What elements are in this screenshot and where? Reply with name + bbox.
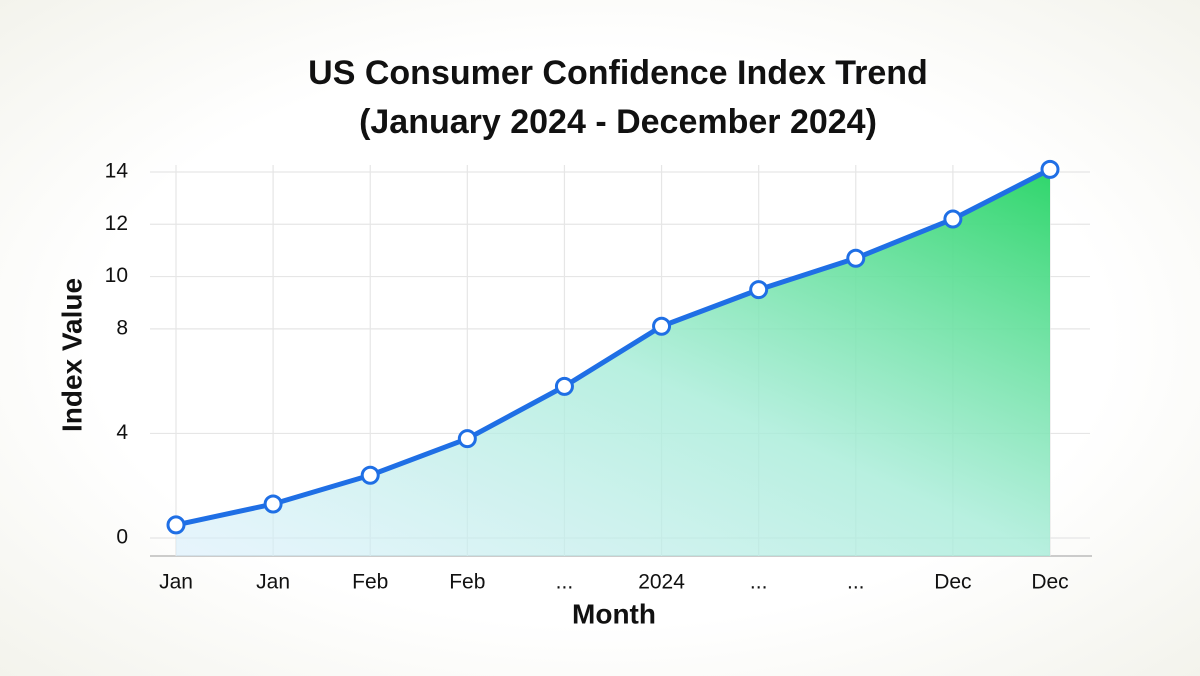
x-tick-label: Feb: [449, 571, 485, 594]
x-tick-label: 2024: [638, 571, 685, 594]
point: [554, 376, 574, 396]
x-tick-label: Jan: [159, 571, 193, 594]
y-tick-label: 8: [116, 316, 128, 339]
y-tick-label: 14: [105, 160, 129, 183]
point: [943, 209, 963, 229]
point: [360, 465, 380, 485]
y-tick-label: 12: [105, 212, 128, 235]
line: [175, 167, 1052, 528]
y-tick-label: 10: [105, 264, 128, 287]
x-tick-label: Feb: [352, 571, 388, 594]
x-tick-label: Dec: [1031, 571, 1068, 594]
point: [652, 316, 672, 336]
chart-title: US Consumer Confidence Index Trend: [308, 54, 928, 92]
point: [846, 248, 866, 268]
point: [1040, 159, 1060, 179]
point: [457, 429, 477, 449]
x-tick-label: ...: [556, 571, 574, 594]
y-tick-label: 4: [116, 421, 128, 444]
x-axis-title: Month: [572, 598, 656, 629]
chart-subtitle: (January 2024 - December 2024): [359, 103, 877, 141]
point: [166, 515, 186, 535]
x-tick-label: Dec: [934, 571, 971, 594]
x-tick-label: Jan: [256, 571, 290, 594]
point: [749, 280, 769, 300]
x-tick-label: ...: [847, 571, 865, 594]
y-tick-label: 0: [116, 526, 128, 549]
y-axis-title: Index Value: [56, 278, 87, 432]
point: [263, 494, 283, 514]
x-tick-label: ...: [750, 571, 768, 594]
area-fill: [176, 169, 1050, 556]
